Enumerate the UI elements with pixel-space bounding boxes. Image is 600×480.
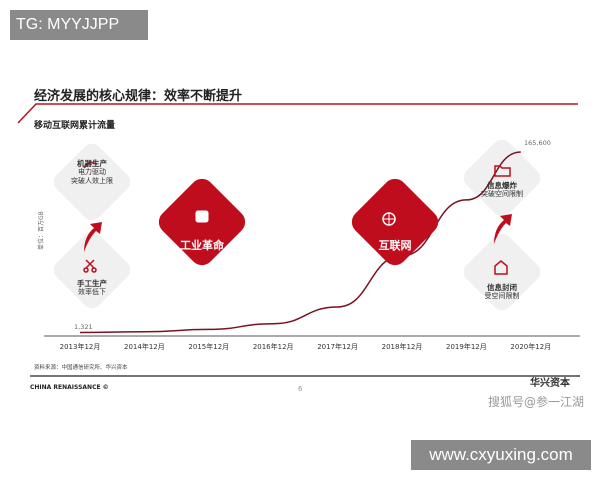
sohu-watermark: 搜狐号@参一江湖: [488, 395, 585, 409]
manual-line1: 效率低下: [78, 288, 106, 296]
data-label-last: 165,600: [524, 139, 551, 147]
company-logo: 华兴资本: [530, 378, 570, 389]
page-number: 6: [298, 385, 303, 393]
slide-title: 经济发展的核心规律：效率不断提升: [34, 89, 243, 104]
train-icon: [195, 210, 209, 223]
source-note: 资料来源：中国通信研究所、华兴资本: [34, 365, 128, 371]
watermark-bottom: www.cxyuxing.com: [411, 440, 591, 470]
x-tick-label: 2020年12月: [510, 343, 552, 351]
folder-icon: [494, 165, 511, 177]
data-label-first: 1,321: [74, 323, 93, 331]
x-tick-label: 2013年12月: [59, 343, 101, 351]
machine-title: 机器生产: [77, 159, 107, 168]
x-tick-label: 2015年12月: [188, 343, 230, 351]
house-icon: [494, 260, 508, 275]
series-line: [79, 151, 521, 334]
x-tick-label: 2017年12月: [317, 343, 358, 351]
x-tick-label: 2019年12月: [446, 343, 487, 351]
machine-line2: 突破人效上限: [71, 177, 113, 185]
machine-line1: 电力驱动: [78, 168, 106, 176]
x-tick-label: 2016年12月: [252, 343, 294, 351]
diamond-closed-bg: [463, 233, 541, 311]
explosion-title: 信息爆炸: [487, 181, 517, 190]
y-axis-unit: 单位：百万GB: [38, 211, 45, 250]
diamond-explosion-bg: [463, 139, 541, 217]
chart-subtitle: 移动互联网累计流量: [34, 121, 116, 131]
closed-title: 信息封闭: [487, 283, 517, 292]
line-series: [79, 151, 521, 334]
manual-title: 手工生产: [77, 279, 107, 288]
arrows: [84, 214, 512, 252]
diamond-machine-bg: [53, 143, 131, 221]
robot-arm-icon: [83, 161, 98, 169]
gray-diamonds: [53, 139, 541, 311]
explosion-line1: 突破空间限制: [481, 190, 523, 198]
diamond-closed: 信息封闭 受空间限制: [472, 283, 532, 301]
x-tick-label: 2018年12月: [381, 343, 423, 351]
footer-brand: CHINA RENAISSANCE ©: [30, 384, 109, 391]
arrow-up-right: [494, 214, 512, 244]
x-tick-label: 2014年12月: [124, 343, 165, 351]
diamond-manual: 手工生产 效率低下: [62, 279, 122, 297]
title-rule: [17, 103, 578, 124]
diamond-machine: 机器生产 电力驱动 突破人效上限: [62, 159, 122, 186]
diamond-explosion: 信息爆炸 突破空间限制: [472, 181, 532, 199]
internet-title: 互联网: [378, 239, 412, 252]
closed-line1: 受空间限制: [484, 292, 520, 300]
arrow-up-left: [84, 222, 102, 252]
watermark-top: TG: MYYJJPP: [10, 10, 148, 40]
industrial-title: 工业革命: [180, 239, 224, 252]
